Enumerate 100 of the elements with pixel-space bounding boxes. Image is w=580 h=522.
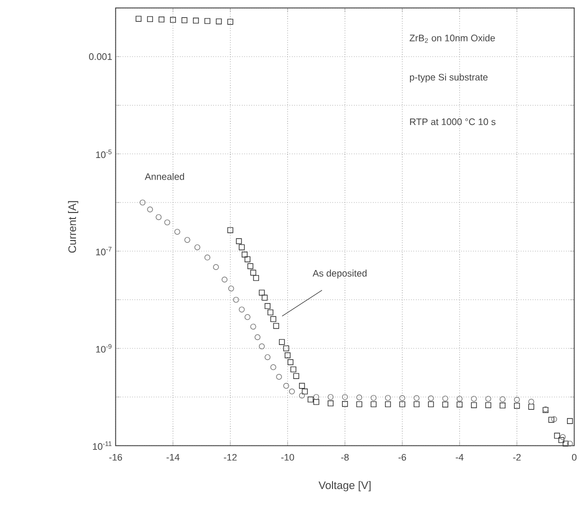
- point: [276, 374, 282, 380]
- x-tick-label: -6: [398, 454, 406, 460]
- point: [370, 394, 377, 401]
- point: [485, 396, 492, 402]
- point: [356, 401, 362, 407]
- point: [182, 17, 188, 23]
- point: [227, 18, 234, 25]
- point: [204, 254, 210, 260]
- point: [385, 394, 391, 401]
- point: [299, 392, 305, 398]
- y-tick-label: 10$^{-11}$: [92, 441, 112, 450]
- point: [399, 401, 406, 407]
- point: [442, 401, 448, 408]
- point: [554, 432, 560, 438]
- point: [302, 388, 308, 394]
- point: [456, 396, 463, 402]
- point: [385, 401, 391, 407]
- x-tick-label: -10: [281, 454, 294, 460]
- point: [250, 324, 256, 330]
- point: [236, 238, 242, 244]
- point: [164, 219, 170, 226]
- point: [267, 309, 274, 316]
- point: [528, 404, 534, 410]
- point: [228, 285, 234, 292]
- point: [288, 388, 295, 394]
- x-tick-label: -14: [166, 454, 180, 460]
- point: [233, 296, 239, 302]
- point: [284, 352, 291, 358]
- annotation: RTP at 1000 °C 10 s: [410, 118, 496, 125]
- point: [370, 401, 377, 407]
- point: [204, 18, 210, 24]
- point: [551, 416, 558, 422]
- x-tick-label: -2: [513, 454, 521, 460]
- point: [244, 314, 250, 320]
- point: [270, 316, 276, 322]
- point: [470, 402, 477, 408]
- point: [428, 401, 434, 407]
- point: [278, 338, 285, 345]
- y-tick-label: 0.001: [89, 53, 112, 60]
- point: [147, 16, 153, 22]
- point: [290, 366, 296, 372]
- point: [264, 354, 270, 360]
- point: [262, 294, 268, 300]
- point: [299, 382, 305, 389]
- point: [514, 402, 520, 409]
- point: [247, 263, 254, 269]
- point: [283, 382, 290, 389]
- point: [560, 434, 566, 440]
- y-tick-label: 10$^{-9}$: [96, 344, 112, 352]
- point: [258, 290, 265, 296]
- annotation: p-type Si substrate: [410, 73, 488, 82]
- point: [227, 227, 234, 233]
- point: [313, 398, 320, 405]
- x-tick-label: -12: [224, 454, 237, 460]
- point: [170, 16, 176, 23]
- point: [342, 394, 348, 400]
- point: [414, 401, 420, 407]
- point: [216, 18, 222, 24]
- point: [250, 270, 256, 276]
- x-tick-label: -8: [341, 454, 349, 460]
- point: [562, 440, 569, 446]
- point: [567, 440, 573, 446]
- point: [399, 394, 406, 401]
- point: [192, 17, 199, 24]
- point: [270, 364, 276, 370]
- point: [470, 396, 477, 402]
- annotation: As deposited: [312, 269, 367, 278]
- y-tick-label: 10$^{-7}$: [96, 246, 112, 256]
- annotation: ZrB$_{2}$ on 10nm Oxide: [410, 34, 495, 43]
- point: [253, 274, 260, 281]
- point: [308, 396, 314, 402]
- point: [328, 394, 334, 400]
- point: [140, 199, 146, 206]
- point: [238, 244, 245, 250]
- point: [342, 400, 348, 407]
- point: [254, 334, 260, 340]
- point: [288, 359, 294, 365]
- point: [184, 236, 190, 243]
- point: [213, 264, 219, 270]
- point: [158, 16, 164, 22]
- point: [293, 372, 300, 379]
- point: [222, 276, 228, 282]
- point: [500, 402, 506, 408]
- point: [273, 322, 280, 329]
- point: [328, 400, 334, 406]
- point: [485, 402, 492, 408]
- x-tick-label: -16: [109, 454, 122, 460]
- point: [442, 395, 448, 402]
- point: [194, 244, 200, 250]
- y-axis-title: Current [A]: [68, 201, 78, 252]
- point: [528, 398, 534, 404]
- point: [244, 256, 250, 262]
- point: [313, 394, 320, 400]
- point: [147, 206, 153, 212]
- point: [136, 16, 142, 22]
- point: [156, 214, 162, 220]
- point: [558, 436, 564, 443]
- point: [356, 394, 362, 400]
- annotation: Annealed: [144, 172, 184, 180]
- x-axis-title: Voltage [V]: [318, 480, 371, 492]
